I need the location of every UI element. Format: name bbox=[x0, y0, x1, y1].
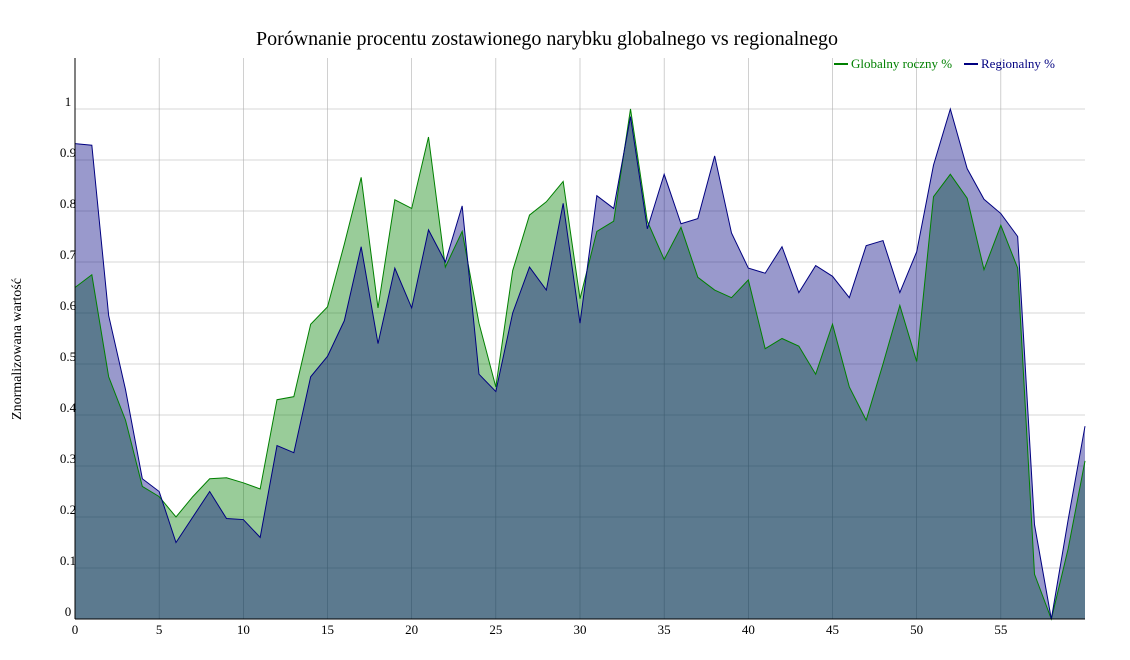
series-area-0 bbox=[75, 109, 1085, 619]
grid-lines bbox=[75, 58, 1085, 619]
x-tick-label-0: 0 bbox=[72, 622, 79, 637]
series-areas bbox=[74, 107, 1086, 621]
chart-title: Porównanie procentu zostawionego narybku… bbox=[256, 28, 838, 50]
x-tick-label-9: 45 bbox=[826, 622, 839, 637]
x-tick-label-6: 30 bbox=[574, 622, 587, 637]
y-tick-labels: 0 0.1 0.2 0.3 0.4 0.5 0.6 0.7 0.8 0.9 1 bbox=[60, 94, 77, 619]
x-tick-label-10: 50 bbox=[910, 622, 923, 637]
y-tick-label-7: 0.7 bbox=[60, 247, 77, 262]
y-tick-label-8: 0.8 bbox=[60, 196, 76, 211]
x-tick-label-4: 20 bbox=[405, 622, 418, 637]
x-tick-labels: 0 5 10 15 20 25 30 35 40 45 50 55 bbox=[72, 622, 1008, 637]
x-tick-label-8: 40 bbox=[742, 622, 755, 637]
y-tick-label-4: 0.4 bbox=[60, 400, 77, 415]
legend: Globalny roczny % Regionalny % bbox=[834, 56, 1055, 71]
axes bbox=[74, 58, 1085, 620]
y-axis-label: Znormalizowana wartość bbox=[10, 278, 25, 420]
y-tick-label-0: 0 bbox=[65, 604, 72, 619]
x-tick-label-5: 25 bbox=[489, 622, 502, 637]
series-line-1 bbox=[74, 107, 1086, 620]
legend-label-regional: Regionalny % bbox=[981, 56, 1055, 71]
y-tick-label-9: 0.9 bbox=[60, 145, 76, 160]
y-tick-label-5: 0.5 bbox=[60, 349, 76, 364]
x-tick-label-3: 15 bbox=[321, 622, 334, 637]
y-tick-label-3: 0.3 bbox=[60, 451, 76, 466]
x-tick-label-2: 10 bbox=[237, 622, 250, 637]
series-line-0 bbox=[74, 108, 1086, 621]
x-tick-label-11: 55 bbox=[994, 622, 1007, 637]
x-tick-label-7: 35 bbox=[658, 622, 671, 637]
legend-label-global: Globalny roczny % bbox=[851, 56, 952, 71]
y-tick-label-1: 0.1 bbox=[60, 553, 76, 568]
y-tick-label-10: 1 bbox=[65, 94, 72, 109]
y-tick-label-2: 0.2 bbox=[60, 502, 76, 517]
x-tick-label-1: 5 bbox=[156, 622, 163, 637]
series-area-1 bbox=[75, 109, 1085, 619]
y-tick-label-6: 0.6 bbox=[60, 298, 77, 313]
